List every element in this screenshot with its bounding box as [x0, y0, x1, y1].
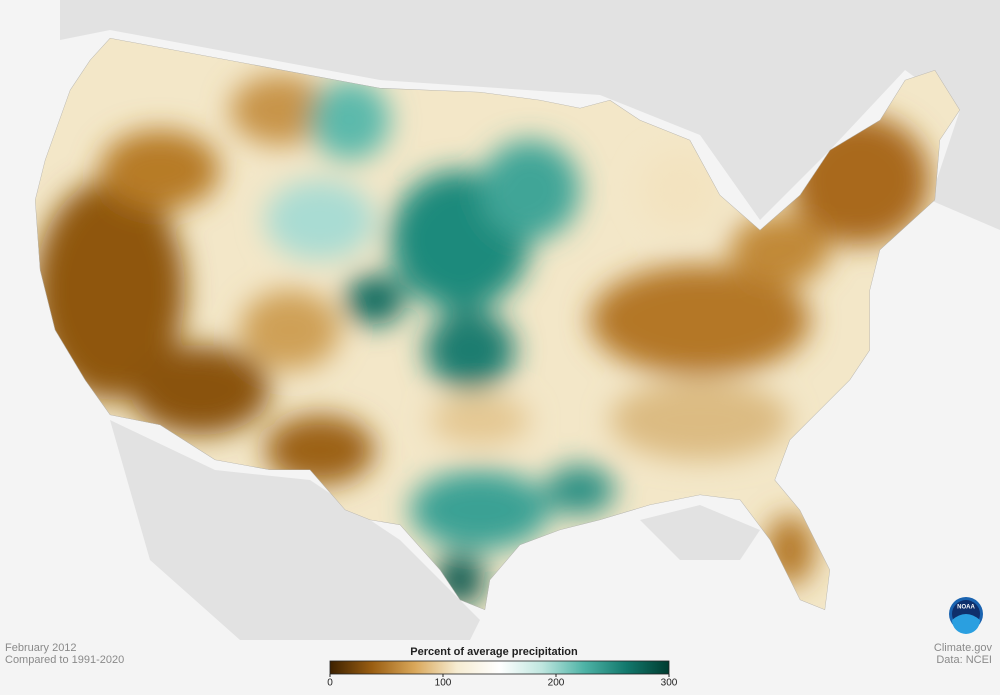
- data-credit: Data: NCEI: [936, 654, 992, 666]
- tick-label: 100: [435, 678, 452, 689]
- noaa-logo: NOAA: [949, 597, 983, 634]
- tick-label: 200: [548, 678, 565, 689]
- legend-title: Percent of average precipitation: [410, 646, 578, 658]
- tick-label: 0: [327, 678, 333, 689]
- neighbor-land: [60, 0, 1000, 640]
- period: February 2012: [5, 642, 77, 654]
- site-credit[interactable]: Climate.gov: [934, 642, 993, 654]
- legend-ticks: 0 100 200 300: [327, 674, 678, 689]
- logo-text: NOAA: [957, 605, 975, 611]
- baseline: Compared to 1991-2020: [5, 654, 124, 666]
- color-bar: [329, 660, 670, 675]
- tick-label: 300: [661, 678, 678, 689]
